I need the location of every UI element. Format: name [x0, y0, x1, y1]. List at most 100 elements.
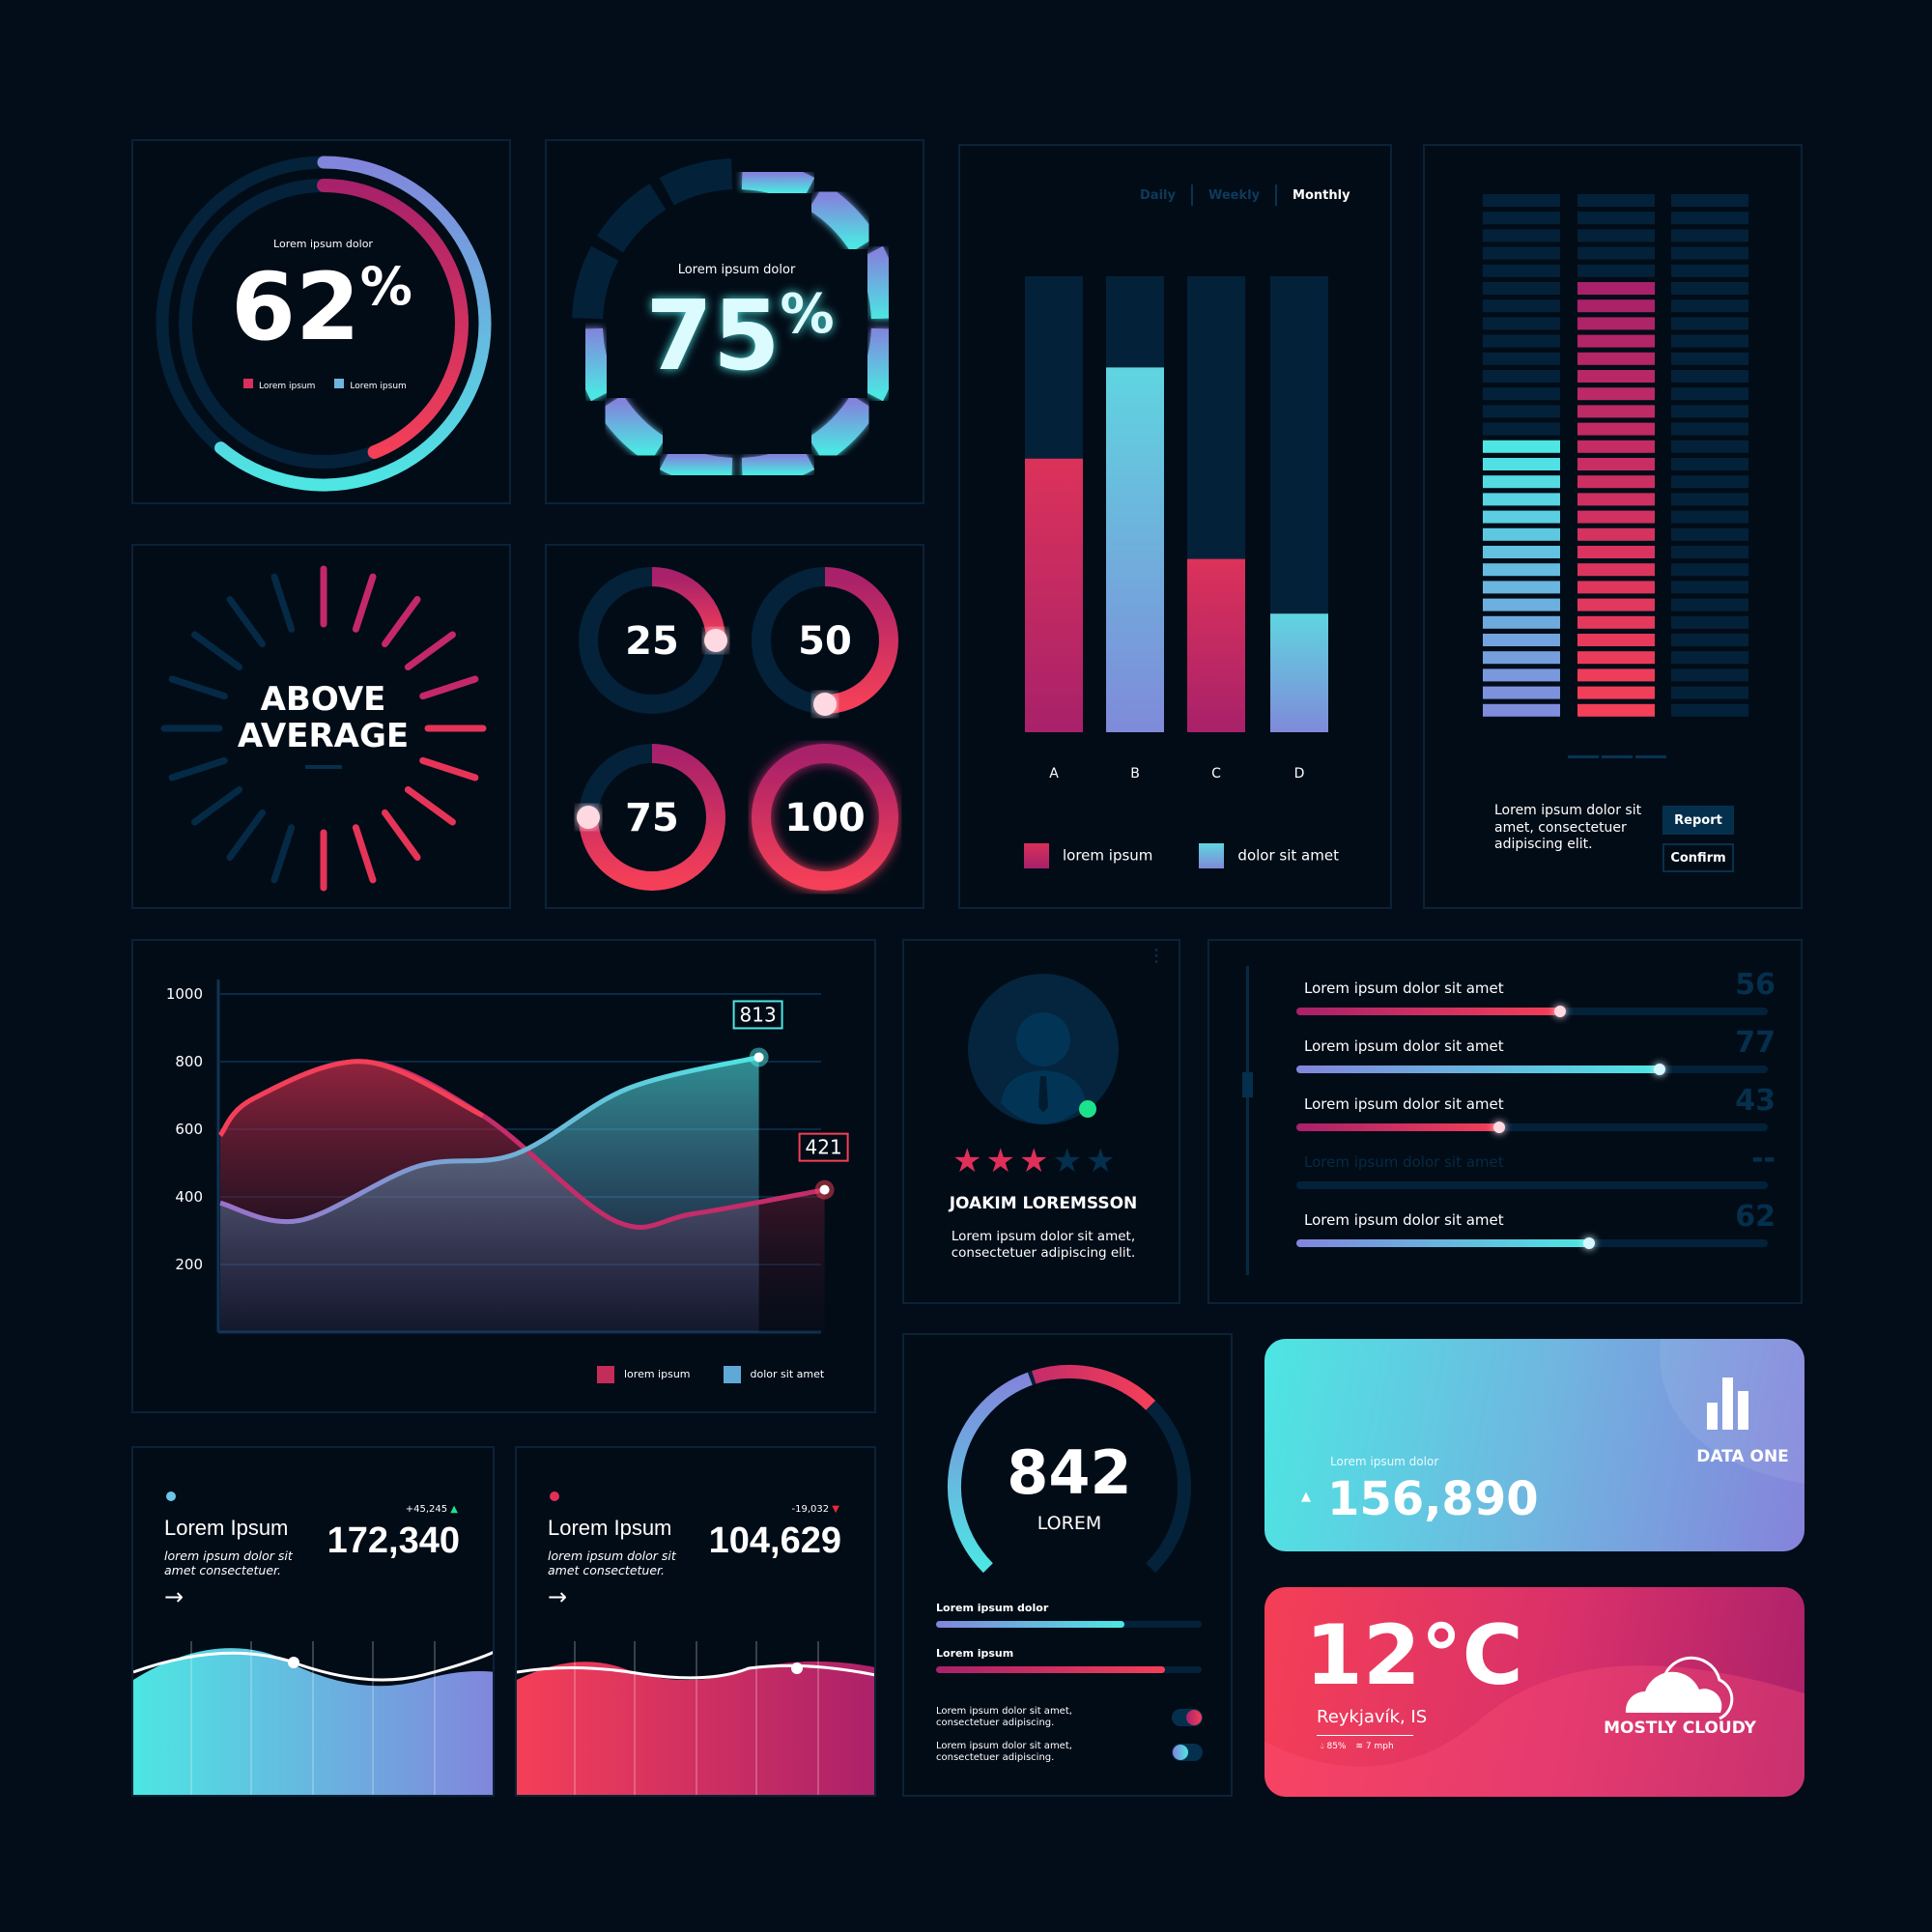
spoke	[270, 824, 296, 884]
eq-segment-lit	[1577, 615, 1655, 629]
eq-segment-lit	[1577, 387, 1655, 401]
confirm-button[interactable]: Confirm	[1662, 843, 1734, 872]
bar-label: B	[1130, 766, 1140, 781]
bar-C	[1187, 558, 1245, 732]
spoke	[419, 756, 479, 781]
eq-segment	[1671, 634, 1748, 646]
star-icon[interactable]: ★	[985, 1142, 1019, 1180]
ring-arc	[579, 744, 725, 891]
area-legend: lorem ipsum dolor sit amet	[597, 1366, 824, 1383]
gauge-bar-label: Lorem ipsum dolor	[936, 1602, 1049, 1614]
legend-item: Lorem ipsum	[243, 379, 315, 391]
segment-lit	[659, 441, 733, 489]
slider-value: 62	[1735, 1200, 1776, 1234]
scrollbar[interactable]	[1246, 966, 1249, 1275]
spoke	[270, 573, 296, 633]
eq-segment-lit	[1577, 546, 1655, 558]
slider-handle[interactable]	[1582, 1237, 1595, 1249]
tab-weekly[interactable]: Weekly	[1208, 187, 1261, 203]
wind: 7 mph	[1365, 1742, 1394, 1751]
eq-segment-lit	[1483, 475, 1560, 489]
eq-segment-lit	[1577, 299, 1655, 313]
area-chart: 813 421	[216, 980, 849, 1334]
eq-segment	[1671, 387, 1748, 401]
eq-segment	[1671, 546, 1748, 558]
bar-label: D	[1294, 766, 1305, 781]
eq-segment	[1483, 246, 1560, 260]
slider-track[interactable]	[1296, 1123, 1768, 1131]
eq-segment	[1483, 282, 1560, 295]
tab-daily[interactable]: Daily	[1140, 187, 1176, 203]
slider-row: Lorem ipsum dolor sit amet --	[1296, 1144, 1776, 1202]
profile-panel: ⋮ ★★★★★ JOAKIM LOREMSSON Lorem ipsum dol…	[902, 939, 1180, 1304]
tab-monthly[interactable]: Monthly	[1293, 187, 1350, 203]
arrow-right-icon[interactable]: →	[548, 1583, 568, 1610]
stat-value: 104,629	[708, 1520, 841, 1561]
sliders-panel: Lorem ipsum dolor sit amet 56 Lorem ipsu…	[1208, 939, 1803, 1304]
segment-lit	[808, 183, 878, 253]
eq-segment	[1671, 282, 1748, 295]
eq-segment-lit	[1483, 651, 1560, 665]
eq-segment	[1671, 352, 1748, 365]
slider-handle[interactable]	[1653, 1064, 1665, 1075]
weather-card: 12°C Reykjavík, IS 💧︎ 85% ≋ 7 mph MOSTLY…	[1264, 1587, 1804, 1797]
progress-fill	[936, 1666, 1165, 1673]
toggle-switch[interactable]	[1172, 1744, 1203, 1761]
callout-box	[732, 1000, 783, 1030]
donut-75-panel: Lorem ipsum dolor 75%	[545, 139, 924, 504]
eq-segment-lit	[1577, 475, 1655, 489]
stat-value: 172,340	[327, 1520, 460, 1561]
star-icon[interactable]: ★	[1018, 1142, 1053, 1180]
eq-segment	[1671, 212, 1748, 225]
scrollbar-thumb[interactable]	[1242, 1072, 1253, 1097]
gauge-label: LOREM	[1037, 1513, 1102, 1534]
spoke	[404, 631, 456, 671]
star-icon[interactable]: ★	[952, 1142, 986, 1180]
eq-segment-lit	[1577, 317, 1655, 330]
eq-segment-lit	[1577, 668, 1655, 682]
eq-segment	[1671, 686, 1748, 699]
slider-handle[interactable]	[1554, 1006, 1567, 1017]
slider-fill	[1296, 1008, 1561, 1015]
spoke	[381, 596, 421, 648]
eq-segment	[1671, 703, 1748, 717]
star-icon[interactable]: ★	[1052, 1142, 1086, 1180]
stat-title: Lorem Ipsum	[164, 1516, 289, 1540]
ring-knob	[577, 806, 600, 829]
slider-row: Lorem ipsum dolor sit amet 56	[1296, 970, 1776, 1028]
eq-segment-lit	[1483, 546, 1560, 558]
ring-value: 25	[625, 619, 679, 664]
slider-value: 77	[1735, 1026, 1776, 1060]
bar-chart-icon	[1707, 1378, 1748, 1430]
stat-delta: +45,245 ▲	[405, 1504, 458, 1515]
toggle-switch[interactable]	[1172, 1709, 1203, 1726]
eq-segment-lit	[1577, 651, 1655, 665]
ring-arc	[651, 567, 725, 641]
y-tick-label: 800	[175, 1053, 203, 1070]
eq-segment	[1483, 405, 1560, 418]
slider-handle[interactable]	[1492, 1122, 1505, 1133]
profile-name: JOAKIM LOREMSSON	[949, 1194, 1138, 1213]
eq-segment-lit	[1483, 510, 1560, 524]
period-tabs: Daily Weekly Monthly	[1140, 185, 1350, 206]
eq-segment	[1483, 370, 1560, 383]
eq-segment	[1671, 370, 1748, 383]
eq-segment-lit	[1577, 405, 1655, 418]
cloud-icon	[1625, 1656, 1734, 1720]
rating-stars: ★★★★★	[952, 1142, 1119, 1180]
spoke	[381, 809, 421, 861]
slider-row: Lorem ipsum dolor sit amet 43	[1296, 1086, 1776, 1144]
donut-62-panel: Lorem ipsum dolor 62% Lorem ipsum Lorem …	[131, 139, 511, 504]
slider-fill	[1296, 1123, 1499, 1131]
eq-segment-lit	[1577, 458, 1655, 470]
slider-track[interactable]	[1296, 1181, 1768, 1189]
report-button[interactable]: Report	[1662, 806, 1734, 835]
spoke	[226, 596, 267, 648]
arrow-right-icon[interactable]: →	[164, 1583, 185, 1610]
y-tick-label: 600	[175, 1121, 203, 1138]
segment-lit	[855, 245, 902, 320]
slider-label: Lorem ipsum dolor sit amet	[1304, 980, 1504, 997]
eq-segment	[1671, 194, 1748, 207]
spoke	[352, 573, 377, 633]
star-icon[interactable]: ★	[1085, 1142, 1120, 1180]
